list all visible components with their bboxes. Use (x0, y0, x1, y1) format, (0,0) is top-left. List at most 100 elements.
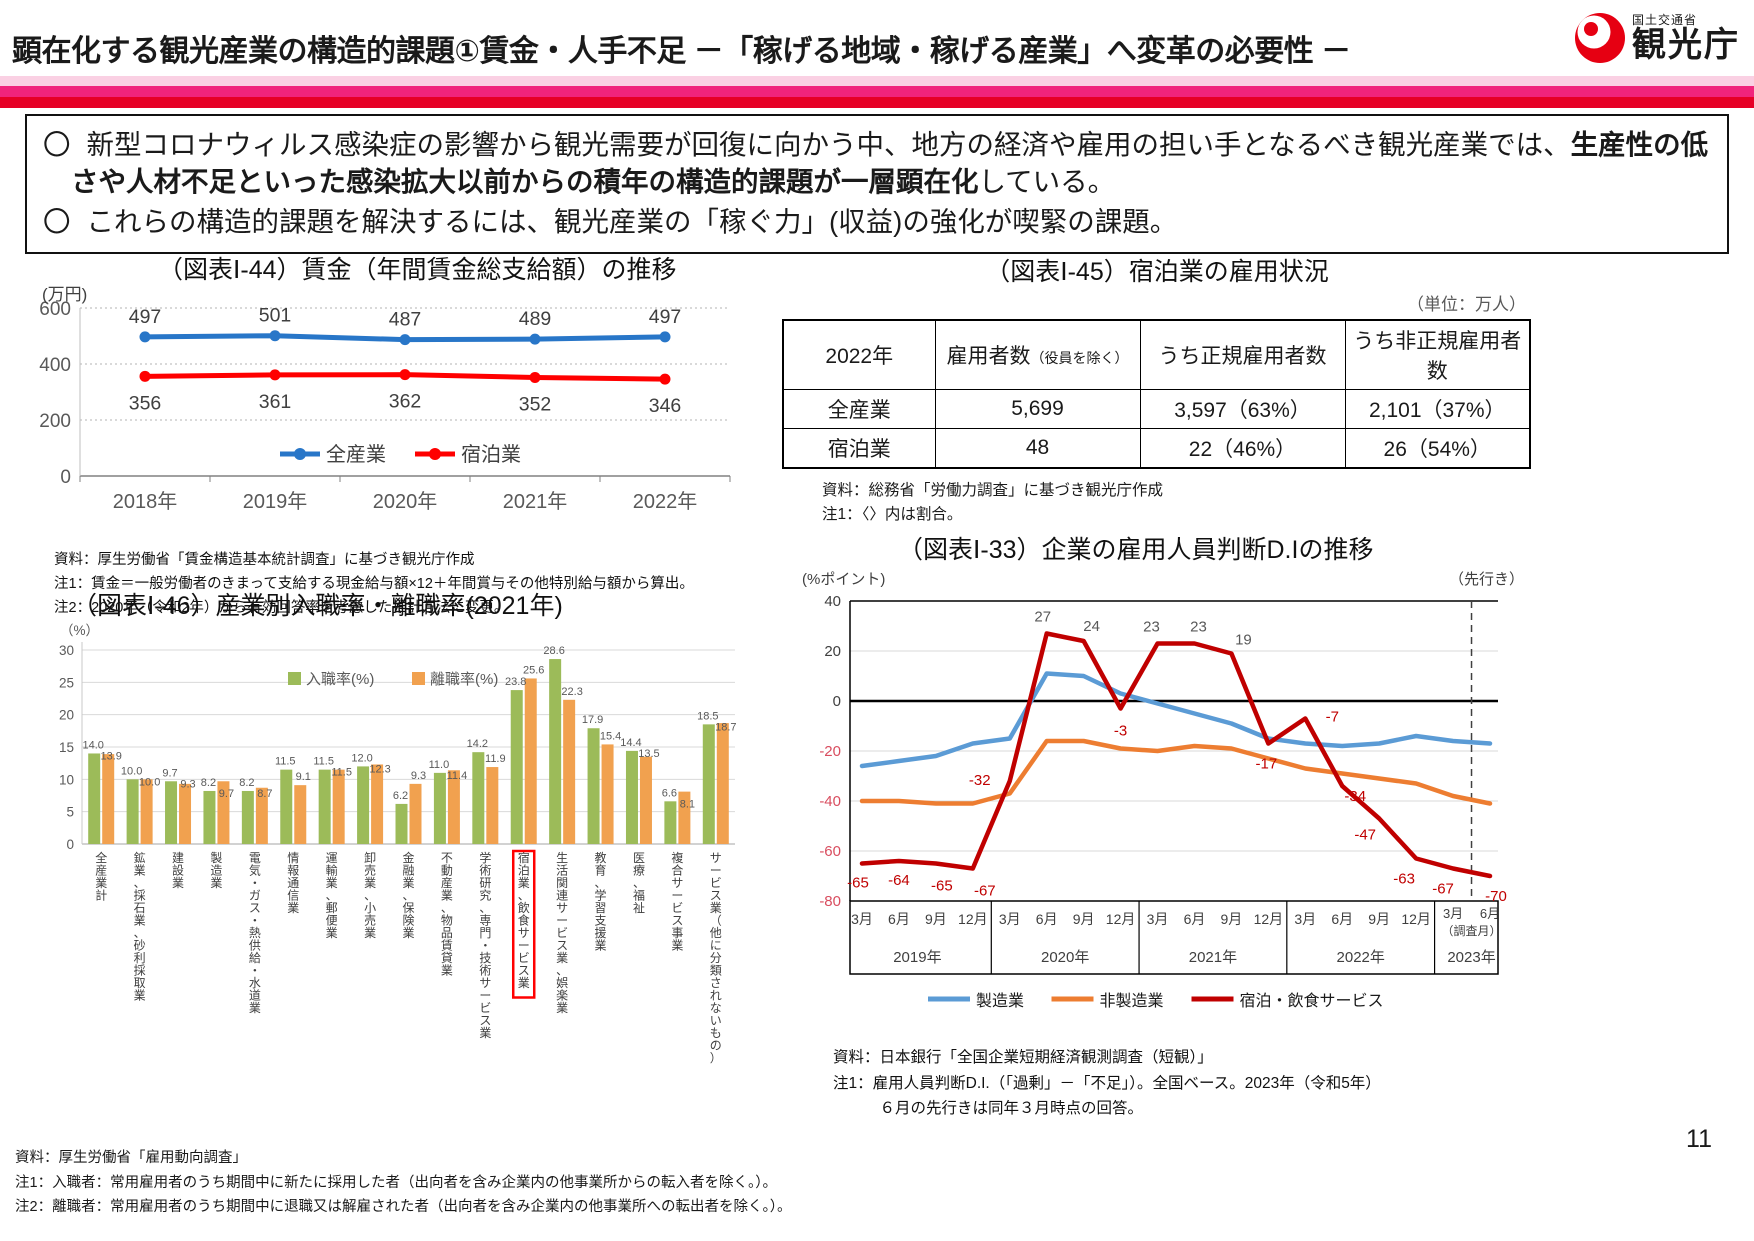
fig33-line-chart: 40 20 0 -20 -40 -60 -80 (%ポイント) （先行き） 3月 6月 9月 12月 20… (788, 566, 1533, 1041)
svg-text:宿泊業: 宿泊業 (461, 443, 521, 466)
svg-text:15: 15 (59, 740, 74, 755)
svg-text:全産業計: 全産業計 (95, 850, 107, 903)
fig33-source-note: 資料：日本銀行「全国企業短期経済観測調査（短観）」 (833, 1049, 1213, 1066)
svg-text:6.2: 6.2 (393, 790, 408, 802)
svg-text:教育、学習支援業: 教育、学習支援業 (595, 850, 607, 953)
svg-text:6月: 6月 (1480, 906, 1500, 921)
svg-text:-67: -67 (974, 883, 996, 900)
summary-bullet-1: 〇新型コロナウィルス感染症の影響から観光需要が回復に向かう中、地方の経済や雇用の… (43, 126, 1711, 201)
svg-text:13.5: 13.5 (638, 748, 659, 760)
fig33-series-非製造業 (859, 738, 1493, 806)
fig33-note-1: 注1：雇用人員判断D.I.（「過剰」－「不足」）。全国ベース。2023年（令和5… (833, 1074, 1381, 1092)
svg-text:0: 0 (60, 467, 71, 488)
svg-text:2018年: 2018年 (113, 490, 178, 513)
svg-text:11.4: 11.4 (447, 770, 468, 782)
svg-text:6.6: 6.6 (662, 787, 677, 799)
svg-text:運輸業、郵便業: 運輸業、郵便業 (326, 851, 338, 940)
svg-text:24: 24 (1083, 618, 1100, 635)
svg-text:建設業: 建設業 (172, 851, 184, 890)
fig45-table-cell: 5,699 (934, 389, 1141, 429)
svg-text:200: 200 (39, 411, 71, 432)
fig46-bar-labels: 14.013.910.010.09.79.3 8.29.78.28.711.59.… (82, 645, 736, 810)
fig45-table-cell: 宿泊業 (782, 428, 936, 469)
fig44-notes: 資料：厚生労働省「賃金構造基本統計調査」に基づき観光庁作成 注1：賃金＝一般労働… (54, 549, 760, 621)
fig44-axes: 0 200 400 600(万円) 2018年 2019年 2020年 2021年 2022年 (39, 285, 731, 513)
svg-text:9.7: 9.7 (219, 788, 234, 800)
svg-text:-65: -65 (847, 875, 869, 892)
svg-text:-80: -80 (819, 893, 841, 910)
svg-text:11.5: 11.5 (275, 756, 296, 768)
svg-text:12月: 12月 (1401, 911, 1431, 927)
svg-text:361: 361 (259, 391, 292, 413)
svg-text:9月: 9月 (1073, 911, 1095, 927)
svg-text:23.8: 23.8 (505, 676, 526, 688)
svg-text:501: 501 (259, 305, 292, 327)
svg-text:3月: 3月 (1147, 911, 1169, 927)
svg-text:20: 20 (824, 643, 841, 660)
fig44-line-chart: 0 200 400 600 (万円) 2018年 2019年 2020年 2021年 2022年 4… (30, 285, 760, 543)
svg-text:-64: -64 (888, 872, 910, 889)
svg-text:19: 19 (1235, 632, 1252, 649)
svg-text:18.5: 18.5 (697, 710, 718, 722)
svg-text:2020年: 2020年 (1041, 949, 1089, 966)
svg-text:宿泊業、飲食サービス業: 宿泊業、飲食サービス業 (518, 850, 530, 990)
fig45-header-cell: 2022年 (782, 319, 936, 390)
fig46-block: （図表Ⅰ-46）産業別入職率・離職率(2021年) 0 5 10 15 20 25 30 （%… (30, 586, 765, 1139)
svg-text:情報通信業: 情報通信業 (287, 851, 299, 915)
fig33-block: （図表Ⅰ-33）企業の雇用人員判断D.Iの推移 40 20 0 -20 -40 -60 -8… (788, 530, 1533, 1122)
svg-text:-63: -63 (1393, 871, 1415, 888)
fig46-bars (88, 659, 729, 844)
svg-text:全産業: 全産業 (326, 443, 386, 466)
fig46-highlight-box (511, 849, 536, 999)
svg-text:40: 40 (824, 593, 841, 610)
svg-text:14.4: 14.4 (620, 737, 641, 749)
fig33-title: （図表Ⅰ-33）企業の雇用人員判断D.Iの推移 (898, 536, 1374, 564)
svg-text:生活関連サービス業、娯楽業: 生活関連サービス業、娯楽業 (556, 851, 568, 1015)
fig46-source-note: 資料：厚生労働省「雇用動向調査」 (15, 1150, 247, 1166)
svg-text:2021年: 2021年 (1189, 949, 1237, 966)
svg-text:-20: -20 (819, 743, 841, 760)
fig45-table-cell: 26（54%） (1344, 428, 1531, 469)
svg-text:2023年: 2023年 (1447, 949, 1495, 966)
fig45-notes: 資料：総務省「労働力調査」に基づき観光庁作成 注1：〈〉内は割合。 (822, 479, 1532, 527)
header-stripe-light (0, 76, 1754, 86)
logo-agency-label: 観光庁 (1632, 25, 1740, 64)
svg-text:11.9: 11.9 (485, 753, 506, 765)
fig45-table-cell: 22（46%） (1139, 428, 1346, 469)
svg-text:-7: -7 (1326, 709, 1339, 726)
svg-text:（調査月）: （調査月） (1442, 924, 1502, 938)
svg-text:23: 23 (1143, 619, 1160, 636)
fig45-title: （図表Ⅰ-45）宿泊業の雇用状況 (985, 258, 1329, 286)
fig45-header-cell: 雇用者数（役員を除く） (934, 319, 1141, 390)
svg-text:9月: 9月 (925, 911, 947, 927)
svg-text:487: 487 (389, 309, 422, 331)
svg-text:(万円): (万円) (42, 286, 87, 304)
svg-text:352: 352 (519, 393, 552, 415)
svg-text:-34: -34 (1344, 788, 1366, 805)
svg-text:サービス業（他に分類されないもの）: サービス業（他に分類されないもの） (710, 851, 722, 1065)
svg-text:製造業: 製造業 (976, 992, 1024, 1010)
svg-text:-60: -60 (819, 843, 841, 860)
svg-text:金融業、保険業: 金融業、保険業 (402, 850, 414, 940)
fig44-svg: 0 200 400 600(万円) 2018年 2019年 2020年 2021年 2022年 4… (39, 285, 731, 513)
fig33-svg: 40 20 0 -20 -40 -60 -80 (%ポイント) （先行き） 3月 6月 9月 12月 20… (802, 571, 1524, 1010)
fig45-table-cell: 48 (934, 428, 1141, 469)
fig44-series-宿泊業: 356 361 362 352 346 (129, 369, 681, 417)
svg-text:6月: 6月 (888, 911, 910, 927)
svg-text:3月: 3月 (1443, 906, 1463, 921)
fig45-table-cell: 全産業 (782, 389, 936, 429)
svg-text:3月: 3月 (999, 911, 1021, 927)
svg-text:27: 27 (1034, 609, 1051, 626)
logo-ministry-label: 国土交通省 (1632, 12, 1698, 27)
header-stripe-pink (0, 86, 1754, 97)
fig45-block: （図表Ⅰ-45）宿泊業の雇用状況 （単位：万人） 2022年 雇用者数（役員を除く… (782, 252, 1532, 527)
svg-text:学術研究、専門・技術サービス業: 学術研究、専門・技術サービス業 (479, 850, 491, 1040)
fig46-category-labels: 全産業計 鉱業、採石業、砂利採取業 建設業 製造業 電気・ガス・熱供給・水道業 情報通信業… (95, 850, 722, 1065)
svg-text:非製造業: 非製造業 (1100, 992, 1164, 1010)
fig46-bar-chart: 0 5 10 15 20 25 30 （%） 入職率(%) 離職率(%) 14.0 13.9 10.0 1… (30, 622, 765, 1139)
fig44-note-1: 注1：賃金＝一般労働者のきまって支給する現金給与額×12＋年間賞与その他特別給与… (54, 575, 694, 592)
svg-text:8.7: 8.7 (257, 788, 272, 800)
svg-text:600: 600 (39, 299, 71, 320)
svg-text:医療、福祉: 医療、福祉 (633, 851, 645, 915)
fig45-table: 2022年 雇用者数（役員を除く） うち正規雇用者数 うち非正規雇用者数 全産業 5,69… (782, 319, 1531, 469)
